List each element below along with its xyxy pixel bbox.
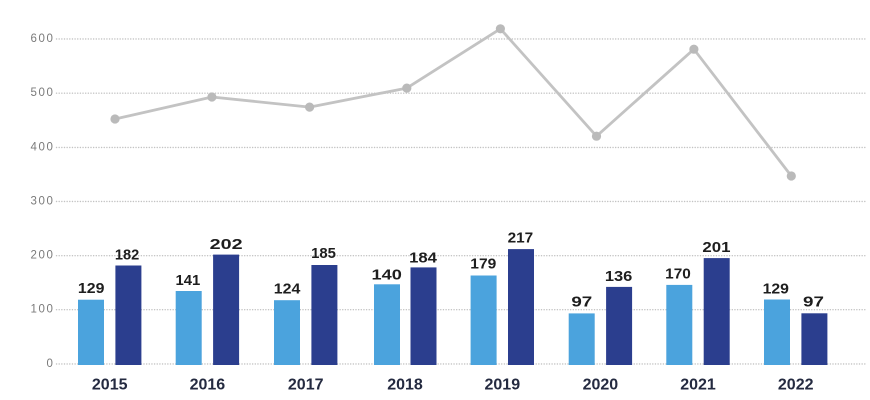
svg-text:97: 97: [803, 294, 824, 311]
svg-text:217: 217: [508, 230, 534, 247]
svg-text:136: 136: [605, 268, 633, 285]
svg-text:140: 140: [372, 267, 402, 284]
svg-text:202: 202: [210, 236, 243, 253]
svg-text:2022: 2022: [778, 376, 814, 393]
svg-text:129: 129: [763, 281, 789, 298]
svg-text:129: 129: [78, 280, 105, 297]
svg-text:185: 185: [311, 245, 336, 262]
svg-text:184: 184: [409, 250, 438, 267]
svg-text:124: 124: [274, 281, 301, 298]
svg-text:2019: 2019: [485, 376, 521, 393]
svg-text:600: 600: [31, 33, 55, 45]
svg-text:170: 170: [665, 265, 691, 282]
svg-text:97: 97: [571, 294, 592, 311]
svg-text:0: 0: [47, 358, 55, 370]
svg-text:141: 141: [176, 272, 201, 289]
svg-text:179: 179: [470, 256, 496, 273]
svg-text:300: 300: [31, 195, 55, 207]
svg-text:2016: 2016: [190, 376, 226, 393]
svg-text:400: 400: [31, 141, 55, 153]
svg-text:100: 100: [31, 304, 55, 316]
svg-text:2020: 2020: [583, 376, 619, 393]
svg-text:500: 500: [31, 87, 55, 99]
svg-text:2015: 2015: [92, 376, 128, 393]
svg-text:200: 200: [31, 250, 55, 262]
svg-text:201: 201: [702, 239, 730, 256]
svg-text:2017: 2017: [288, 376, 324, 393]
svg-text:2021: 2021: [680, 376, 716, 393]
svg-text:2018: 2018: [387, 376, 423, 393]
svg-text:182: 182: [115, 246, 139, 263]
